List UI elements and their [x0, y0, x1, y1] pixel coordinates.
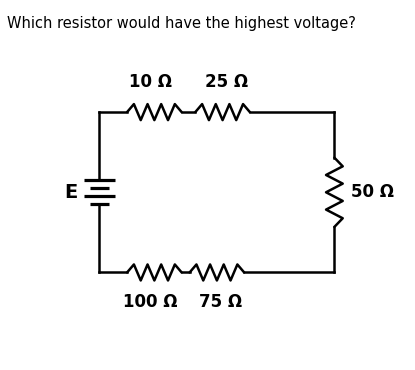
- Text: 75 Ω: 75 Ω: [199, 293, 242, 310]
- Text: 50 Ω: 50 Ω: [352, 183, 394, 201]
- Text: 10 Ω: 10 Ω: [129, 73, 172, 91]
- Text: Which resistor would have the highest voltage?: Which resistor would have the highest vo…: [7, 16, 355, 31]
- Text: 100 Ω: 100 Ω: [123, 293, 178, 310]
- Text: E: E: [64, 183, 78, 202]
- Text: 25 Ω: 25 Ω: [205, 73, 248, 91]
